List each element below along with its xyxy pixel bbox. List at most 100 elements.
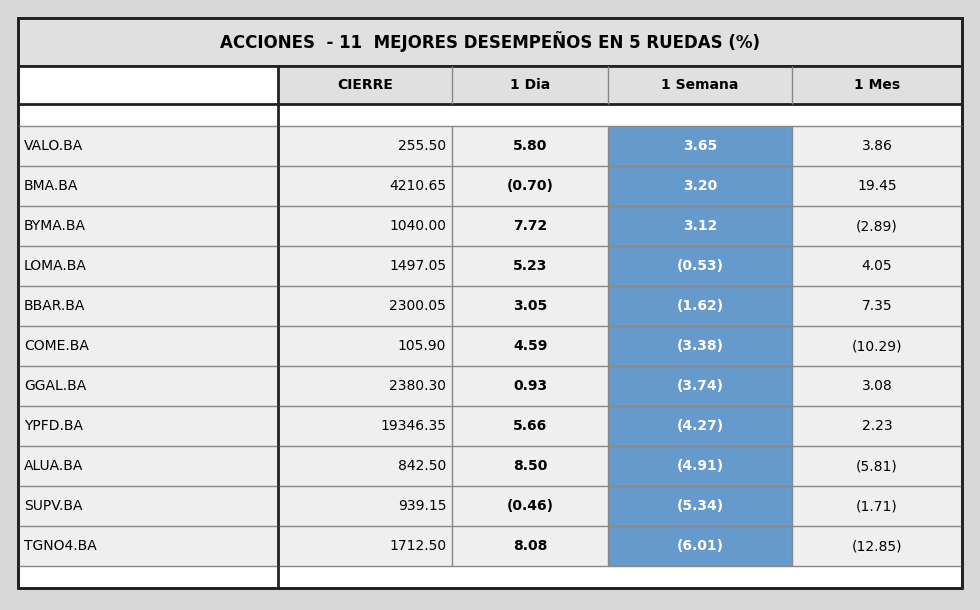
Text: (4.27): (4.27)	[676, 419, 723, 433]
Bar	[608, 326, 792, 366]
Text: 3.12: 3.12	[683, 219, 717, 233]
Bar	[277, 446, 452, 486]
Text: (5.34): (5.34)	[676, 499, 723, 513]
Bar	[277, 126, 452, 166]
Text: YPFD.BA: YPFD.BA	[24, 419, 83, 433]
Text: 4210.65: 4210.65	[389, 179, 446, 193]
Text: 4.05: 4.05	[861, 259, 893, 273]
Bar	[277, 366, 452, 406]
Bar	[792, 326, 962, 366]
Text: 1712.50: 1712.50	[389, 539, 446, 553]
Text: 0.93: 0.93	[514, 379, 547, 393]
Text: BMA.BA: BMA.BA	[24, 179, 78, 193]
Bar	[608, 246, 792, 286]
Text: 3.05: 3.05	[513, 299, 547, 313]
Text: (0.46): (0.46)	[507, 499, 554, 513]
Bar	[18, 246, 277, 286]
Text: VALO.BA: VALO.BA	[24, 139, 83, 153]
Bar	[792, 246, 962, 286]
Bar	[18, 486, 277, 526]
Text: 19346.35: 19346.35	[380, 419, 446, 433]
Text: 5.23: 5.23	[513, 259, 547, 273]
Text: BYMA.BA: BYMA.BA	[24, 219, 86, 233]
Bar	[452, 486, 608, 526]
Text: 255.50: 255.50	[398, 139, 446, 153]
Bar	[608, 286, 792, 326]
Text: COME.BA: COME.BA	[24, 339, 89, 353]
Text: ALUA.BA: ALUA.BA	[24, 459, 83, 473]
Bar	[608, 446, 792, 486]
Text: 3.08: 3.08	[861, 379, 893, 393]
Text: (6.01): (6.01)	[676, 539, 723, 553]
Bar	[608, 526, 792, 566]
Bar	[792, 206, 962, 246]
Bar	[792, 526, 962, 566]
Bar	[18, 326, 277, 366]
Text: (1.71): (1.71)	[857, 499, 898, 513]
Bar	[18, 166, 277, 206]
Text: TGNO4.BA: TGNO4.BA	[24, 539, 97, 553]
Text: 3.20: 3.20	[683, 179, 717, 193]
Bar	[452, 206, 608, 246]
Text: SUPV.BA: SUPV.BA	[24, 499, 82, 513]
Bar	[18, 66, 277, 104]
Text: (0.70): (0.70)	[507, 179, 554, 193]
Bar	[452, 366, 608, 406]
Text: 842.50: 842.50	[398, 459, 446, 473]
Bar	[792, 286, 962, 326]
Bar	[792, 406, 962, 446]
Bar	[608, 66, 792, 104]
Text: 8.08: 8.08	[513, 539, 547, 553]
Text: (0.53): (0.53)	[676, 259, 723, 273]
Text: 4.59: 4.59	[513, 339, 547, 353]
Bar	[18, 366, 277, 406]
Text: 19.45: 19.45	[858, 179, 897, 193]
Text: 105.90: 105.90	[398, 339, 446, 353]
Text: (10.29): (10.29)	[852, 339, 903, 353]
Bar	[608, 166, 792, 206]
Text: (3.38): (3.38)	[676, 339, 723, 353]
Bar	[608, 406, 792, 446]
Bar	[277, 206, 452, 246]
Text: 2.23: 2.23	[861, 419, 893, 433]
Text: LOMA.BA: LOMA.BA	[24, 259, 87, 273]
Bar	[452, 246, 608, 286]
Text: 5.66: 5.66	[513, 419, 547, 433]
Bar	[792, 446, 962, 486]
Text: 1 Semana: 1 Semana	[662, 78, 739, 92]
Bar	[608, 126, 792, 166]
Text: 1 Dia: 1 Dia	[510, 78, 550, 92]
Text: 5.80: 5.80	[513, 139, 547, 153]
Bar	[18, 406, 277, 446]
Text: 2300.05: 2300.05	[389, 299, 446, 313]
Bar	[277, 166, 452, 206]
Bar	[277, 326, 452, 366]
Bar	[18, 526, 277, 566]
Text: BBAR.BA: BBAR.BA	[24, 299, 85, 313]
Bar	[452, 286, 608, 326]
Text: 7.72: 7.72	[513, 219, 547, 233]
Bar	[277, 66, 452, 104]
Bar	[277, 486, 452, 526]
Text: 939.15: 939.15	[398, 499, 446, 513]
Text: 1 Mes: 1 Mes	[854, 78, 900, 92]
Bar	[18, 126, 277, 166]
Bar	[452, 326, 608, 366]
Bar	[608, 366, 792, 406]
Text: CIERRE: CIERRE	[337, 78, 393, 92]
Bar	[792, 166, 962, 206]
Bar	[452, 406, 608, 446]
Bar	[452, 446, 608, 486]
Text: ACCIONES  - 11  MEJORES DESEMPEÑOS EN 5 RUEDAS (%): ACCIONES - 11 MEJORES DESEMPEÑOS EN 5 RU…	[220, 32, 760, 52]
Bar	[18, 206, 277, 246]
Bar	[608, 206, 792, 246]
Bar	[452, 526, 608, 566]
Text: (5.81): (5.81)	[857, 459, 898, 473]
Text: 2380.30: 2380.30	[389, 379, 446, 393]
Bar	[792, 66, 962, 104]
Bar	[608, 486, 792, 526]
Text: (12.85): (12.85)	[852, 539, 903, 553]
Bar	[452, 166, 608, 206]
Bar	[277, 246, 452, 286]
Text: (1.62): (1.62)	[676, 299, 723, 313]
